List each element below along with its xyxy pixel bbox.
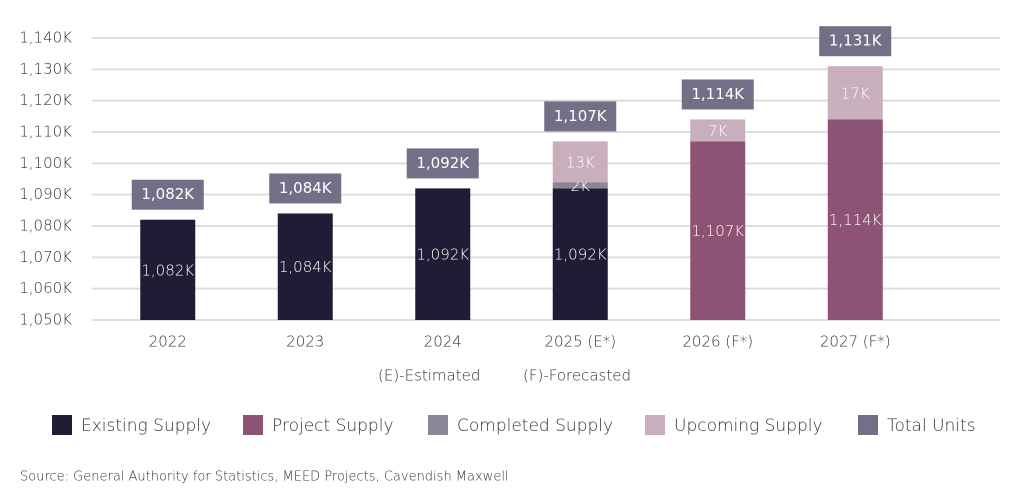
x-tick-label: 2027 (F*) (820, 333, 891, 351)
y-tick-label: 1,100K (19, 154, 72, 172)
bar-segment (277, 213, 333, 320)
bar-segment (827, 66, 883, 120)
y-tick-label: 1,120K (19, 91, 72, 109)
y-tick-label: 1,130K (19, 60, 72, 78)
x-tick-label: 2026 (F*) (682, 333, 753, 351)
bar-segment (140, 219, 196, 320)
legend-label: Existing Supply (81, 416, 211, 436)
total-label-box (819, 26, 892, 57)
total-label: 1,131K (829, 32, 883, 50)
y-tick-label: 1,070K (19, 248, 72, 266)
y-tick-label: 1,110K (19, 123, 72, 141)
y-tick-label: 1,090K (19, 185, 72, 203)
data-label: 17K (841, 84, 870, 102)
y-tick-label: 1,060K (19, 279, 72, 297)
bar-segment (552, 182, 608, 189)
y-tick-label: 1,080K (19, 217, 72, 235)
total-label: 1,114K (691, 85, 745, 103)
total-label-box (544, 101, 617, 132)
bar-segment (690, 119, 746, 142)
total-label-box (131, 179, 204, 210)
total-label: 1,092K (416, 154, 470, 172)
x-tick-label: 2024 (424, 333, 462, 351)
y-tick-label: 1,140K (19, 29, 72, 47)
legend-label: Project Supply (272, 416, 394, 436)
x-tick-label: 2023 (286, 333, 324, 351)
legend-swatch (428, 415, 448, 435)
total-label: 1,107K (554, 107, 608, 125)
x-tick-label: 2022 (149, 333, 187, 351)
legend-swatch (858, 415, 878, 435)
legend-label: Completed Supply (457, 416, 613, 436)
total-label-box (269, 173, 342, 204)
source: Source: General Authority for Statistics… (20, 470, 509, 485)
annotation: (E)-Estimated (378, 367, 480, 385)
legend-label: Upcoming Supply (674, 416, 823, 436)
data-label: 13K (566, 153, 595, 171)
total-label: 1,084K (279, 179, 333, 197)
bar-segment (690, 141, 746, 320)
data-label: 1,092K (416, 246, 469, 264)
legend-swatch (645, 415, 665, 435)
total-label: 1,082K (141, 185, 195, 203)
y-tick-label: 1,050K (19, 311, 72, 329)
data-label: 1,084K (279, 258, 332, 276)
x-tick-label: 2025 (E*) (544, 333, 616, 351)
data-label: 7K (708, 122, 728, 140)
bar-segment (552, 141, 608, 183)
bar-segment (552, 188, 608, 320)
data-label: 1,092K (554, 246, 607, 264)
annotation: (F)-Forecasted (523, 367, 631, 385)
total-label-box (681, 79, 754, 110)
legend-swatch (52, 415, 72, 435)
data-label: 1,114K (829, 211, 882, 229)
data-label: 1,082K (141, 261, 194, 279)
data-label: 1,107K (691, 222, 744, 240)
total-label-box (406, 148, 479, 179)
legend-swatch (243, 415, 263, 435)
legend-label: Total Units (887, 416, 976, 436)
bar-segment (827, 119, 883, 320)
bar-segment (415, 188, 471, 320)
